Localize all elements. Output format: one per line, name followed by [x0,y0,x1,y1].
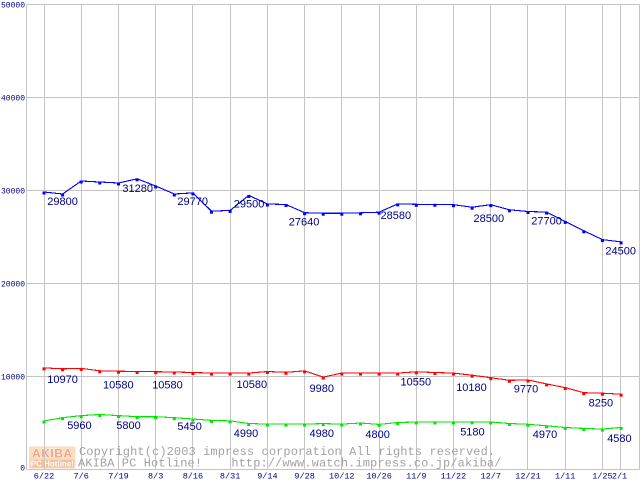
svg-text:10/12: 10/12 [329,472,355,480]
svg-text:AKIBA PC Hotline! http://ww: AKIBA PC Hotline! http://www.watch.impre… [78,457,501,471]
svg-text:1/11: 1/11 [555,472,575,480]
svg-text:20000: 20000 [1,280,25,289]
svg-text:10/26: 10/26 [366,472,392,480]
svg-text:30000: 30000 [1,187,25,196]
svg-text:5960: 5960 [67,420,91,432]
svg-text:27700: 27700 [531,215,562,227]
svg-text:28500: 28500 [474,213,505,225]
svg-text:9/28: 9/28 [294,472,314,480]
svg-text:24500: 24500 [605,246,636,258]
svg-text:8/3: 8/3 [148,472,163,480]
svg-text:12/7: 12/7 [481,472,501,480]
svg-text:29770: 29770 [177,196,208,208]
svg-text:10550: 10550 [401,377,432,389]
svg-text:10180: 10180 [456,382,487,394]
svg-text:8/16: 8/16 [183,472,203,480]
svg-text:10000: 10000 [1,373,25,382]
svg-text:4800: 4800 [365,429,389,441]
svg-text:7/19: 7/19 [108,472,128,480]
svg-text:4990: 4990 [234,428,258,440]
svg-text:10580: 10580 [237,379,268,391]
svg-text:9770: 9770 [514,384,538,396]
svg-text:10970: 10970 [47,374,78,386]
svg-text:11/22: 11/22 [441,472,467,480]
svg-text:10580: 10580 [152,379,183,391]
svg-text:12/21: 12/21 [515,472,541,480]
svg-text:PC Hotline!: PC Hotline! [31,459,74,468]
svg-text:29500: 29500 [234,199,265,211]
svg-text:29800: 29800 [47,196,78,208]
svg-text:1/25: 1/25 [592,472,612,480]
svg-text:31280: 31280 [122,183,153,195]
svg-text:5180: 5180 [460,427,484,439]
svg-text:6/22: 6/22 [34,472,54,480]
svg-text:8250: 8250 [589,398,613,410]
svg-text:5800: 5800 [116,420,140,432]
svg-text:10580: 10580 [103,379,134,391]
svg-text:9/14: 9/14 [257,472,277,480]
svg-text:0: 0 [20,464,25,473]
svg-text:28580: 28580 [381,210,412,222]
svg-text:50000: 50000 [1,1,25,10]
svg-text:40000: 40000 [1,94,25,103]
svg-text:5450: 5450 [177,421,201,433]
svg-text:Copyright(c)2003 impress corpo: Copyright(c)2003 impress corporation All… [79,445,495,459]
svg-text:8/31: 8/31 [220,472,240,480]
svg-text:11/9: 11/9 [406,472,426,480]
svg-text:4980: 4980 [310,428,334,440]
svg-text:AKIBA: AKIBA [32,447,73,461]
svg-text:2/1: 2/1 [612,472,627,480]
svg-text:4580: 4580 [607,433,631,445]
svg-text:4970: 4970 [533,429,557,441]
svg-text:7/6: 7/6 [74,472,89,480]
svg-text:27640: 27640 [289,216,320,228]
svg-text:9980: 9980 [310,383,334,395]
